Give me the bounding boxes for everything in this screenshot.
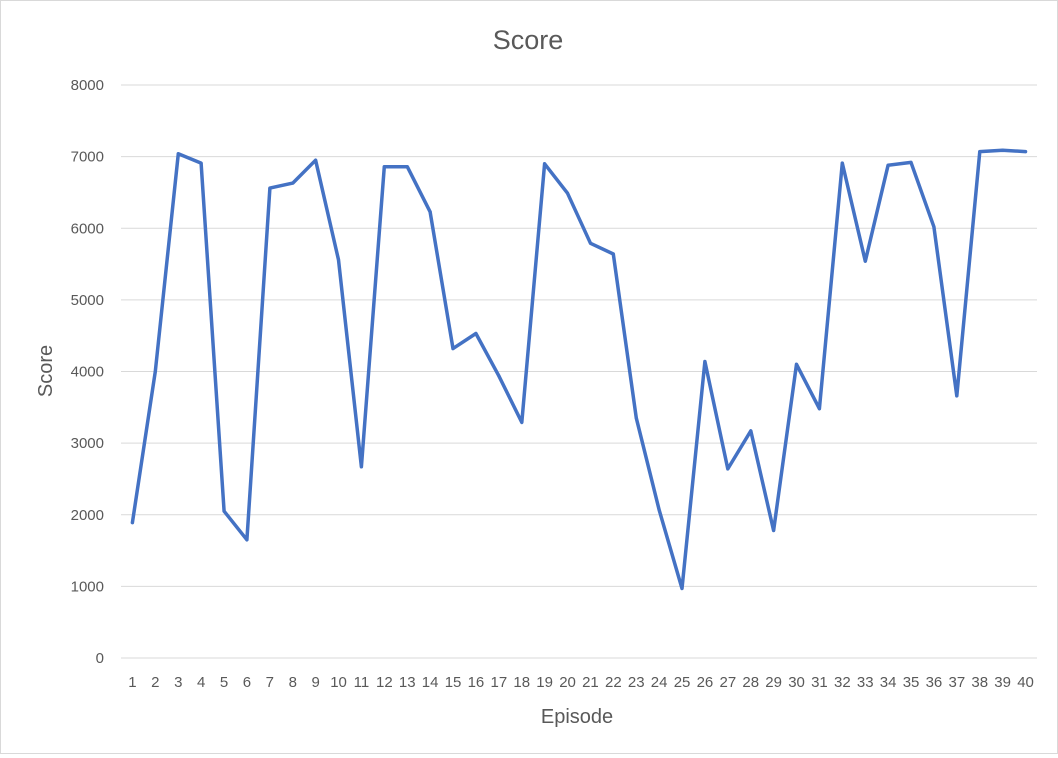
series-line: [130, 148, 1028, 591]
data-point: [314, 158, 318, 162]
x-tick-label: 22: [605, 674, 622, 691]
x-tick-label: 12: [376, 674, 393, 691]
y-tick-label: 4000: [71, 364, 104, 381]
x-tick-label: 2: [151, 674, 159, 691]
x-tick-label: 26: [697, 674, 714, 691]
data-point: [1024, 150, 1028, 154]
gridlines: [121, 84, 1037, 659]
y-tick-label: 5000: [71, 292, 104, 309]
y-tick-label: 0: [96, 650, 104, 667]
data-point: [863, 259, 867, 263]
data-point: [749, 429, 753, 433]
x-axis-tick-labels: 1 2 3 4 5 6 7 8 9 10 11 12 13 14 15 16 17 18 19 20 21 22 23 24 2…: [128, 674, 1034, 691]
x-tick-label: 29: [765, 674, 782, 691]
data-point: [566, 191, 570, 195]
data-point: [497, 374, 501, 378]
data-point: [176, 152, 180, 156]
y-tick-label: 1000: [71, 578, 104, 595]
data-point: [222, 509, 226, 513]
data-point: [405, 165, 409, 169]
x-tick-label: 16: [468, 674, 485, 691]
x-tick-label: 35: [903, 674, 920, 691]
data-point: [840, 161, 844, 165]
x-tick-label: 14: [422, 674, 439, 691]
y-tick-label: 3000: [71, 435, 104, 452]
data-point: [886, 163, 890, 167]
x-tick-label: 4: [197, 674, 205, 691]
x-tick-label: 33: [857, 674, 874, 691]
data-point: [703, 359, 707, 363]
data-point: [772, 529, 776, 533]
x-tick-label: 37: [949, 674, 966, 691]
x-tick-label: 27: [720, 674, 737, 691]
data-point: [932, 225, 936, 229]
x-tick-label: 9: [311, 674, 319, 691]
data-point: [382, 165, 386, 169]
x-tick-label: 38: [971, 674, 988, 691]
x-tick-label: 13: [399, 674, 416, 691]
y-tick-label: 2000: [71, 507, 104, 524]
data-point: [359, 465, 363, 469]
data-point: [153, 370, 157, 373]
x-tick-label: 24: [651, 674, 668, 691]
data-point: [451, 347, 455, 351]
x-tick-label: 6: [243, 674, 251, 691]
x-tick-label: 30: [788, 674, 805, 691]
data-point: [680, 587, 684, 591]
y-axis-label: Score: [35, 345, 57, 397]
x-tick-label: 23: [628, 674, 645, 691]
data-point: [726, 467, 730, 471]
x-tick-label: 15: [445, 674, 462, 691]
data-point: [955, 394, 959, 398]
x-tick-label: 25: [674, 674, 691, 691]
data-point: [130, 521, 134, 525]
x-tick-label: 1: [128, 674, 136, 691]
x-tick-label: 20: [559, 674, 576, 691]
data-point: [337, 258, 341, 262]
data-point: [795, 362, 799, 366]
x-tick-label: 10: [330, 674, 347, 691]
series-layer: [130, 148, 1028, 591]
data-point: [428, 210, 432, 214]
data-point: [474, 332, 478, 336]
chart-title: Score: [493, 25, 564, 55]
data-point: [543, 162, 547, 166]
x-tick-label: 21: [582, 674, 599, 691]
x-axis-label: Episode: [541, 706, 613, 728]
x-tick-label: 36: [926, 674, 943, 691]
data-point: [199, 161, 203, 165]
data-point: [268, 186, 272, 190]
x-tick-label: 5: [220, 674, 228, 691]
data-point: [978, 150, 982, 154]
x-tick-label: 7: [266, 674, 274, 691]
data-point: [588, 241, 592, 245]
x-tick-label: 19: [536, 674, 553, 691]
x-tick-label: 34: [880, 674, 897, 691]
x-tick-label: 3: [174, 674, 182, 691]
data-point: [634, 416, 638, 420]
x-tick-label: 39: [994, 674, 1011, 691]
y-tick-label: 7000: [71, 149, 104, 166]
data-point: [1001, 148, 1005, 152]
y-axis-tick-labels: 0 1000 2000 3000 4000 5000 6000 7000 8000: [71, 77, 104, 667]
x-tick-label: 31: [811, 674, 828, 691]
y-tick-label: 8000: [71, 77, 104, 94]
data-point: [245, 538, 249, 542]
data-point: [520, 420, 524, 424]
x-tick-label: 11: [354, 674, 370, 691]
data-point: [611, 252, 615, 256]
data-point: [909, 160, 913, 164]
x-tick-label: 28: [742, 674, 759, 691]
data-point: [291, 181, 295, 185]
x-tick-label: 17: [491, 674, 508, 691]
x-tick-label: 8: [289, 674, 297, 691]
data-point: [657, 508, 661, 512]
x-tick-label: 40: [1017, 674, 1034, 691]
y-tick-label: 6000: [71, 220, 104, 237]
data-point: [817, 407, 821, 411]
x-tick-label: 32: [834, 674, 851, 691]
x-tick-label: 18: [513, 674, 530, 691]
